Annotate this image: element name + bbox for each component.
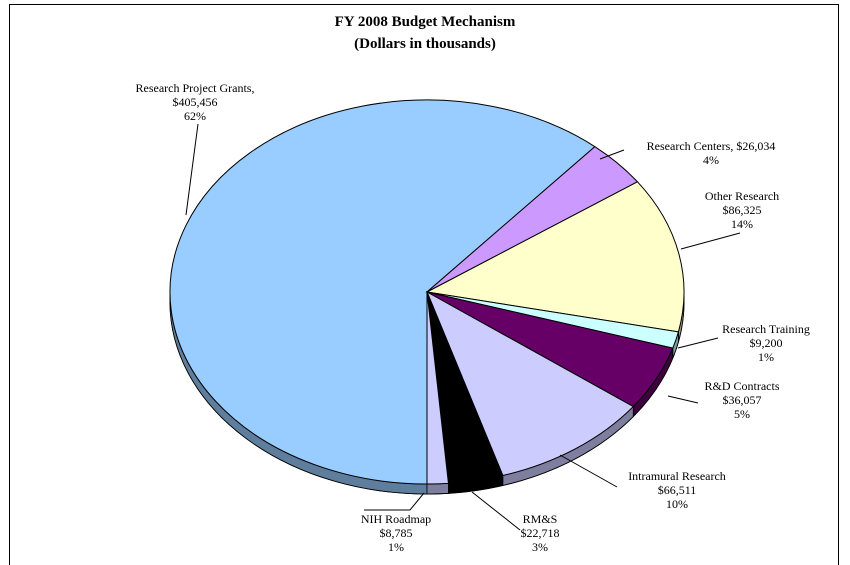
- label-research-project-grants: Research Project Grants, $405,456 62%: [136, 81, 255, 123]
- slice-other-research: [425, 181, 685, 333]
- slice-label-value: $9,200: [750, 336, 783, 350]
- chart-subtitle: (Dollars in thousands): [354, 36, 496, 52]
- label-research-centers: Research Centers, $26,034 4%: [647, 139, 776, 167]
- slice-label-value: $22,718: [521, 526, 560, 540]
- chart-border: [9, 4, 839, 565]
- slice-label-name: Research Training: [722, 322, 810, 336]
- label-other-research: Other Research $86,325 14%: [705, 189, 779, 231]
- pie-slices: [169, 99, 685, 485]
- slice-side-nih-roadmap: [426, 482, 449, 495]
- slice-nih-roadmap: [426, 291, 449, 485]
- leader-line-rmands: [471, 491, 521, 531]
- slice-label-percent: 5%: [734, 407, 750, 421]
- leader-line-other-research: [680, 232, 741, 250]
- slice-label-percent: 1%: [388, 540, 404, 554]
- slice-intramural-research: [425, 290, 635, 477]
- leader-line-randd-contracts: [667, 395, 699, 404]
- label-rms: RM&S $22,718 3%: [521, 512, 560, 554]
- slice-label-percent: 1%: [758, 350, 774, 364]
- slice-label-name: Intramural Research: [628, 469, 726, 483]
- label-intramural-research: Intramural Research $66,511 10%: [628, 469, 726, 511]
- slice-label-percent: 62%: [184, 109, 206, 123]
- leader-line-research-training: [677, 337, 719, 349]
- slice-label-name: NIH Roadmap: [361, 512, 431, 526]
- slice-label-name: Research Project Grants,: [136, 81, 255, 95]
- chart-title: FY 2008 Budget Mechanism: [335, 14, 516, 30]
- slice-label-name: RM&S: [523, 512, 558, 526]
- slice-label-value: $405,456: [173, 95, 218, 109]
- slice-label-percent: 10%: [666, 497, 688, 511]
- leader-line-nih-roadmap: [364, 492, 425, 511]
- slice-label-value: $66,511: [658, 483, 697, 497]
- leader-lines: [185, 123, 741, 531]
- slice-label-name: Other Research: [705, 189, 779, 203]
- slice-label-value: $86,325: [723, 203, 762, 217]
- leader-line-intramural-research: [559, 454, 618, 488]
- label-research-training: Research Training $9,200 1%: [722, 322, 810, 364]
- slice-label-value: $36,057: [723, 393, 762, 407]
- slice-label-name: R&D Contracts: [705, 379, 780, 393]
- leader-line-research-centers: [599, 149, 625, 160]
- slice-label-percent: 3%: [532, 540, 548, 554]
- slice-research-project-grants: [169, 99, 596, 485]
- leader-line-research-project-grants: [185, 123, 199, 216]
- slice-label-value: $8,785: [380, 526, 413, 540]
- slice-label-name-value: Research Centers, $26,034: [647, 139, 776, 153]
- slice-label-percent: 14%: [731, 217, 753, 231]
- label-rd-contracts: R&D Contracts $36,057 5%: [705, 379, 780, 421]
- label-nih-roadmap: NIH Roadmap $8,785 1%: [361, 512, 431, 554]
- slice-label-percent: 4%: [703, 153, 719, 167]
